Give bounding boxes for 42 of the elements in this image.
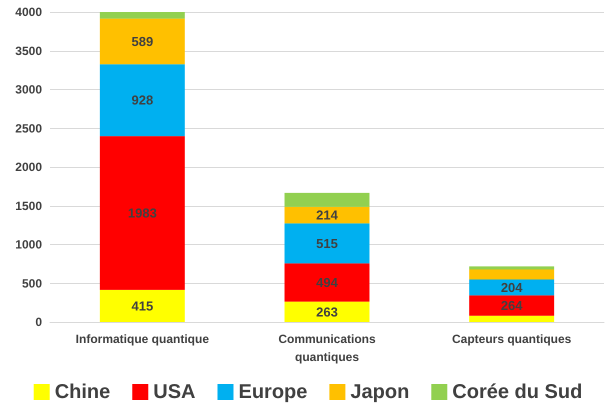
bar xyxy=(284,206,370,224)
bar xyxy=(284,192,370,207)
y-tick-label: 1500 xyxy=(15,198,42,213)
bar xyxy=(469,269,554,280)
legend-label: Japon xyxy=(350,381,410,403)
x-tick-label: Capteurs quantiques xyxy=(452,332,572,346)
data-label: 1983 xyxy=(128,205,157,220)
data-label: 515 xyxy=(316,236,338,251)
data-label: 204 xyxy=(500,280,524,295)
bar xyxy=(469,280,554,296)
y-tick-label: 3000 xyxy=(15,82,42,96)
legend-label: Corée du Sud xyxy=(452,381,582,403)
data-label: 928 xyxy=(131,92,154,108)
bar xyxy=(284,302,370,322)
bar xyxy=(284,263,370,302)
bar xyxy=(469,316,554,322)
data-label: 214 xyxy=(316,208,339,223)
legend-label: Europe xyxy=(238,381,308,403)
y-tick-label: 2500 xyxy=(15,121,42,136)
bar xyxy=(100,18,185,64)
x-tick-label: Informatique quantique xyxy=(76,332,210,346)
y-tick-label: 0 xyxy=(35,315,42,329)
bar xyxy=(100,290,185,322)
data-label: 494 xyxy=(316,274,339,290)
y-tick-label: 3500 xyxy=(15,44,42,58)
data-label: 589 xyxy=(131,34,154,49)
x-tick-label: Communications quantiques xyxy=(278,332,376,364)
bar xyxy=(100,136,185,290)
y-tick-label: 2000 xyxy=(15,160,42,174)
y-tick-label: 4000 xyxy=(15,5,42,19)
data-label: 264 xyxy=(500,298,524,314)
bar xyxy=(100,64,185,136)
legend-label: Chine xyxy=(54,381,110,403)
bar xyxy=(469,295,554,316)
bar xyxy=(284,223,370,264)
data-label: 415 xyxy=(131,298,154,314)
bar xyxy=(100,12,185,19)
legend-label: USA xyxy=(153,381,196,403)
bar xyxy=(469,266,554,270)
y-tick-label: 1000 xyxy=(15,238,42,252)
y-tick-label: 500 xyxy=(22,276,42,290)
data-label: 263 xyxy=(316,304,338,320)
